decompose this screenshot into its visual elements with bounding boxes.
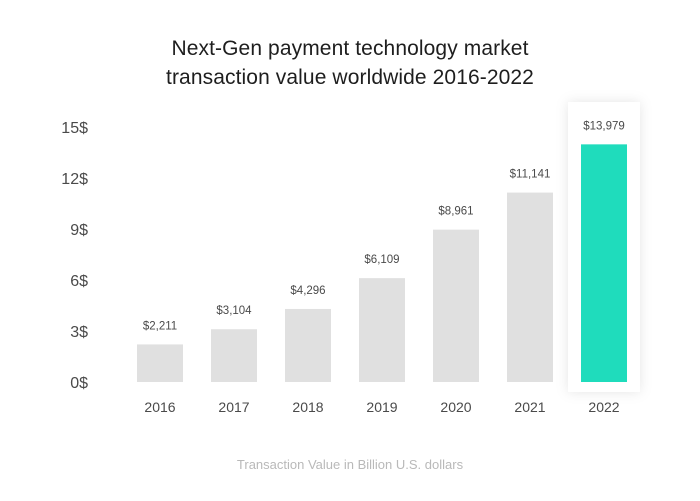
x-tick-label: 2018	[292, 399, 323, 415]
x-tick-label: 2020	[440, 399, 471, 415]
x-tick-label: 2016	[144, 399, 175, 415]
y-tick-label: 15$	[61, 120, 88, 137]
x-tick-label: 2021	[514, 399, 545, 415]
bar	[433, 229, 479, 382]
data-label: $11,141	[510, 169, 551, 181]
bar	[137, 344, 183, 382]
x-tick-label: 2019	[366, 399, 397, 415]
x-axis: 2016 2017 2018 2019 2020 2021 2022	[144, 399, 619, 415]
data-label: $13,979	[583, 120, 625, 132]
x-tick-label: 2017	[218, 399, 249, 415]
chart-title: Next-Gen payment technology market trans…	[0, 34, 700, 92]
bar-series: $2,211 $3,104 $4,296 $6,109 $8,961 $11,141 $13…	[137, 120, 627, 382]
y-tick-label: 0$	[70, 375, 88, 392]
x-tick-label: 2022	[588, 399, 619, 415]
x-axis-label: Transaction Value in Billion U.S. dollar…	[236, 457, 464, 472]
bar	[211, 329, 257, 382]
chart-title-line-1: Next-Gen payment technology market	[171, 37, 529, 60]
bar	[285, 308, 331, 382]
y-tick-label: 6$	[70, 273, 88, 290]
y-axis: 0$ 3$ 6$ 9$ 12$ 15$	[61, 120, 88, 392]
bar	[359, 278, 405, 382]
y-tick-label: 3$	[70, 324, 88, 341]
data-label: $3,104	[216, 305, 252, 317]
data-label: $6,109	[364, 254, 399, 266]
y-tick-label: 9$	[70, 222, 88, 239]
chart-title-line-2: transaction value worldwide 2016-2022	[166, 66, 534, 89]
data-label: $8,961	[438, 206, 473, 218]
y-tick-label: 12$	[61, 171, 88, 188]
data-label: $2,211	[143, 320, 177, 332]
data-label: $4,296	[290, 285, 325, 297]
bar	[581, 144, 627, 382]
bar	[507, 192, 553, 382]
